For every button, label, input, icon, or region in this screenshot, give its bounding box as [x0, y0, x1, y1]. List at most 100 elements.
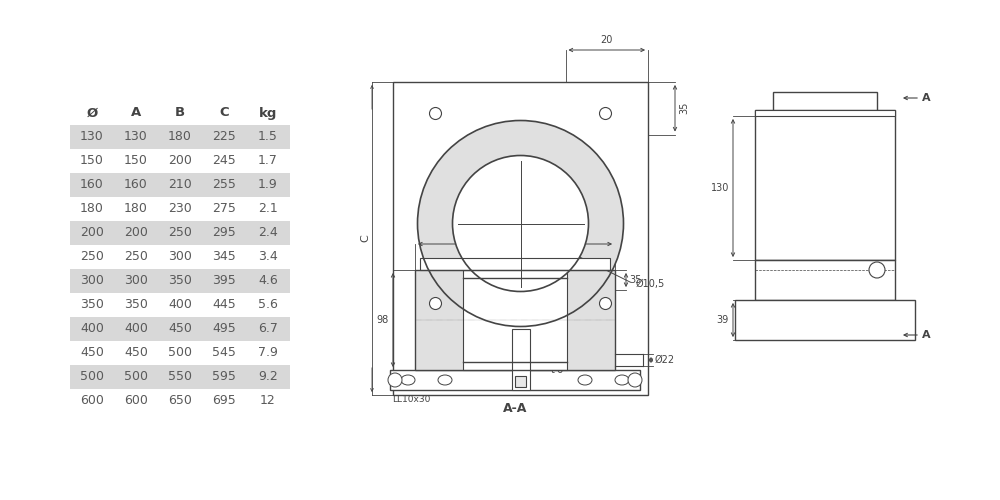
Circle shape	[600, 298, 612, 310]
Text: 1.7: 1.7	[258, 154, 278, 168]
Text: 300: 300	[168, 250, 192, 264]
Text: 35: 35	[629, 275, 641, 285]
Text: 250: 250	[80, 250, 104, 264]
Text: 4.6: 4.6	[258, 274, 278, 287]
Text: 400: 400	[124, 322, 148, 336]
Text: 400: 400	[168, 298, 192, 312]
Text: 495: 495	[212, 322, 236, 336]
Text: ØB: ØB	[507, 230, 523, 240]
Text: 345: 345	[212, 250, 236, 264]
Text: 2.4: 2.4	[258, 226, 278, 239]
Text: 300: 300	[80, 274, 104, 287]
Bar	[512, 328, 530, 390]
Text: 39: 39	[717, 315, 729, 325]
Bar	[755, 110, 895, 260]
Text: A-A: A-A	[503, 402, 527, 414]
Text: 450: 450	[168, 322, 192, 336]
Bar	[70, 173, 290, 197]
Text: 200: 200	[80, 226, 104, 239]
Text: 130: 130	[80, 130, 104, 143]
Text: 180: 180	[124, 202, 148, 215]
Bar	[70, 269, 290, 293]
Text: 160: 160	[80, 178, 104, 192]
Circle shape	[869, 262, 885, 278]
Text: 5.6: 5.6	[258, 298, 278, 312]
Text: 300: 300	[124, 274, 148, 287]
Text: 400: 400	[80, 322, 104, 336]
Text: 130: 130	[124, 130, 148, 143]
Text: 2.1: 2.1	[258, 202, 278, 215]
Text: B: B	[175, 106, 185, 120]
Text: 150: 150	[80, 154, 104, 168]
Bar	[773, 92, 877, 110]
Text: 9.2: 9.2	[258, 370, 278, 384]
Text: 500: 500	[124, 370, 148, 384]
Bar	[415, 270, 615, 370]
Text: 12: 12	[260, 394, 276, 407]
Text: 545: 545	[212, 346, 236, 360]
Bar	[70, 317, 290, 341]
Text: 1.9: 1.9	[258, 178, 278, 192]
Text: A: A	[922, 330, 931, 340]
Bar	[70, 125, 290, 149]
Text: 250: 250	[124, 250, 148, 264]
Text: 250: 250	[168, 226, 192, 239]
Text: 595: 595	[212, 370, 236, 384]
Text: 230: 230	[168, 202, 192, 215]
Text: 395: 395	[212, 274, 236, 287]
Text: 450: 450	[124, 346, 148, 360]
Ellipse shape	[578, 375, 592, 385]
Ellipse shape	[438, 375, 452, 385]
Text: 180: 180	[80, 202, 104, 215]
Text: Ø: Ø	[86, 106, 98, 120]
Bar	[735, 300, 915, 340]
Ellipse shape	[401, 375, 415, 385]
Bar	[420, 258, 610, 270]
Text: 275: 275	[212, 202, 236, 215]
Text: Ø22: Ø22	[655, 355, 675, 365]
Bar	[390, 370, 640, 390]
Text: A: A	[131, 106, 141, 120]
Text: 130: 130	[711, 183, 729, 193]
Bar	[755, 260, 895, 300]
Text: 600: 600	[124, 394, 148, 407]
Ellipse shape	[628, 373, 642, 387]
Text: 350: 350	[168, 274, 192, 287]
Text: C: C	[360, 234, 370, 242]
Text: ØA Mutte: ØA Mutte	[494, 241, 536, 250]
Text: A: A	[922, 93, 931, 103]
Text: 500: 500	[168, 346, 192, 360]
Text: kg: kg	[259, 106, 277, 120]
Bar	[70, 365, 290, 389]
Ellipse shape	[418, 120, 624, 326]
Text: 200: 200	[124, 226, 148, 239]
Ellipse shape	[615, 375, 629, 385]
Text: 450: 450	[80, 346, 104, 360]
Bar	[755, 110, 895, 116]
Ellipse shape	[388, 373, 402, 387]
Text: C: C	[219, 106, 229, 120]
Text: 200: 200	[168, 154, 192, 168]
Bar	[415, 270, 615, 370]
Text: 650: 650	[168, 394, 192, 407]
Text: 150: 150	[124, 154, 148, 168]
Text: 98: 98	[377, 315, 389, 325]
Text: 350: 350	[80, 298, 104, 312]
Text: Ø10,5: Ø10,5	[636, 278, 665, 288]
Bar	[393, 82, 648, 395]
Text: 350: 350	[124, 298, 148, 312]
Text: 600: 600	[80, 394, 104, 407]
Text: 245: 245	[212, 154, 236, 168]
Text: 3.4: 3.4	[258, 250, 278, 264]
Bar	[515, 376, 526, 387]
Text: 6.7: 6.7	[258, 322, 278, 336]
Text: LL10x30: LL10x30	[392, 395, 430, 404]
Text: 695: 695	[212, 394, 236, 407]
Text: 180: 180	[168, 130, 192, 143]
Text: 210: 210	[168, 178, 192, 192]
Text: 445: 445	[212, 298, 236, 312]
Text: 20: 20	[601, 35, 613, 45]
Bar	[70, 221, 290, 245]
Text: 1.5: 1.5	[258, 130, 278, 143]
Text: 160: 160	[124, 178, 148, 192]
